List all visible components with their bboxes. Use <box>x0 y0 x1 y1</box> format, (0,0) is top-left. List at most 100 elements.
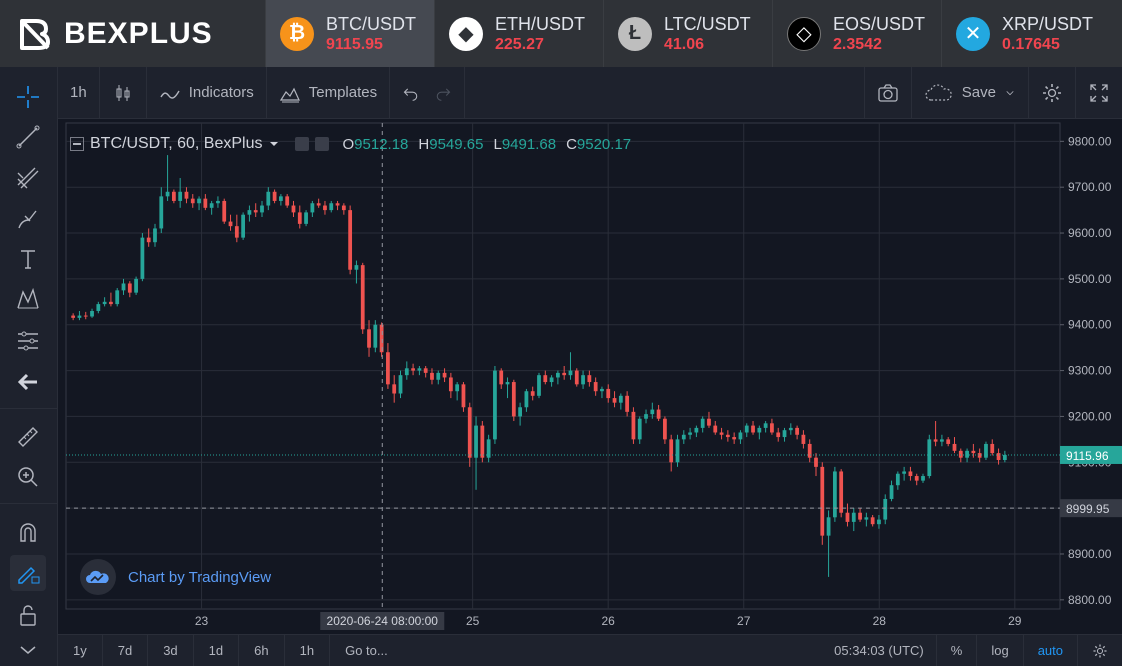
candle <box>367 320 371 357</box>
candle-body <box>197 198 201 204</box>
measure-tool[interactable] <box>10 419 46 455</box>
text-tool[interactable] <box>10 241 46 277</box>
timeframe-6h[interactable]: 6h <box>239 634 285 666</box>
ticker-eth-usdt[interactable]: ◆ ETH/USDT 225.27 <box>434 0 603 67</box>
magnet-tool[interactable] <box>10 514 46 550</box>
redo-icon[interactable] <box>434 84 452 102</box>
ripple-icon: ✕ <box>956 16 990 51</box>
brush-tool[interactable] <box>10 201 46 237</box>
candle-body <box>216 200 220 204</box>
undo-redo-group <box>390 66 466 119</box>
last-price-badge <box>1060 445 1122 464</box>
candle-body <box>323 205 327 211</box>
percent-scale-toggle[interactable]: % <box>937 634 978 666</box>
auto-scale-toggle[interactable]: auto <box>1024 634 1078 666</box>
candle <box>335 200 340 211</box>
high-label: H <box>418 135 430 153</box>
candle <box>637 416 642 444</box>
symbol-label[interactable]: BTC/USDT, 60, BexPlus <box>90 135 263 152</box>
candle <box>902 466 907 481</box>
candle <box>436 370 441 385</box>
candle <box>782 427 787 442</box>
fullscreen-button[interactable] <box>1076 67 1122 119</box>
candle-body <box>977 453 982 458</box>
candle-body <box>279 196 283 201</box>
legend-collapse-button[interactable] <box>70 137 84 151</box>
templates-button[interactable]: Templates <box>267 66 391 119</box>
candle <box>234 214 239 243</box>
ticker-xrp-usdt[interactable]: ✕ XRP/USDT 0.17645 <box>941 0 1110 67</box>
candle <box>398 370 403 399</box>
candle <box>411 363 415 376</box>
zoom-tool[interactable] <box>10 459 46 495</box>
scale-settings-button[interactable] <box>1078 635 1122 666</box>
candle-body <box>398 375 403 394</box>
candle-body <box>184 191 189 199</box>
candle-body <box>751 425 755 433</box>
undo-icon[interactable] <box>402 84 420 102</box>
symbol-settings-icon[interactable] <box>294 137 309 151</box>
screenshot-button[interactable] <box>863 66 912 119</box>
candle-body <box>618 395 623 403</box>
timeframe-7d[interactable]: 7d <box>103 634 149 666</box>
goto-date-button[interactable]: Go to... <box>330 635 403 666</box>
candle-body <box>247 210 252 215</box>
candle-body <box>990 443 995 454</box>
lock-drawings-tool[interactable] <box>10 597 46 633</box>
candle-body <box>694 427 699 433</box>
chart-type-button[interactable] <box>100 66 147 119</box>
candle <box>851 508 856 532</box>
ticker-price: 225.27 <box>495 35 544 53</box>
tradingview-watermark[interactable]: Chart by TradingView <box>80 559 271 595</box>
timeframe-1y[interactable]: 1y <box>58 634 103 666</box>
timezone-clock[interactable]: 05:34:03 (UTC) <box>822 634 937 666</box>
timeframe-1h[interactable]: 1h <box>285 634 331 666</box>
candle <box>770 418 774 435</box>
caret-down-icon[interactable] <box>269 139 279 149</box>
save-button[interactable]: Save <box>912 66 1029 119</box>
chart-toolbar-right: Save <box>863 66 1122 119</box>
timeframe-list: 1y 7d 3d 1d 6h 1h <box>58 634 331 666</box>
trendline-tool[interactable] <box>10 119 46 155</box>
toolbar-expand-button[interactable] <box>10 637 46 663</box>
templates-label: Templates <box>308 84 378 101</box>
stay-in-drawing-mode-tool[interactable] <box>10 555 46 591</box>
log-scale-toggle[interactable]: log <box>977 634 1024 666</box>
candle-body <box>165 191 170 197</box>
candle <box>562 366 567 380</box>
settings-button[interactable] <box>1029 66 1076 119</box>
candle-body <box>700 418 705 428</box>
open-label: O <box>342 135 355 153</box>
crosshair-tool[interactable] <box>10 79 46 115</box>
brand[interactable]: BEXPLUS <box>0 0 265 67</box>
indicators-button[interactable]: Indicators <box>147 66 267 119</box>
interval-label: 1h <box>70 84 87 101</box>
timeframe-1d[interactable]: 1d <box>194 634 240 666</box>
candlestick-chart[interactable]: 8800.008900.009000.009100.009200.009300.… <box>58 119 1122 634</box>
candle <box>593 377 598 396</box>
y-tick-label: 9500.00 <box>1068 272 1112 286</box>
timeframe-3d[interactable]: 3d <box>148 634 194 666</box>
ticker-price: 9115.95 <box>326 35 383 53</box>
indicators-label: Indicators <box>188 84 254 101</box>
candle <box>386 343 390 389</box>
last-price-label: 9115.96 <box>1066 449 1109 463</box>
auto-label: auto <box>1037 643 1063 658</box>
candle-body <box>644 414 648 419</box>
templates-icon <box>279 87 300 102</box>
ticker-eos-usdt[interactable]: ◇ EOS/USDT 2.3542 <box>772 0 941 67</box>
candle-body <box>171 191 176 201</box>
candle-body <box>474 425 478 458</box>
pattern-tool[interactable] <box>10 281 46 317</box>
chart-area[interactable]: 8800.008900.009000.009100.009200.009300.… <box>58 119 1122 634</box>
symbol-more-icon[interactable] <box>314 137 329 151</box>
interval-button[interactable]: 1h <box>58 66 100 119</box>
prediction-tool[interactable] <box>10 323 46 359</box>
ticker-btc-usdt[interactable]: ₿ BTC/USDT 9115.95 <box>265 0 434 67</box>
candle-body <box>738 432 743 440</box>
candle <box>341 203 346 215</box>
back-button[interactable] <box>10 364 46 400</box>
fib-tool[interactable] <box>10 160 46 196</box>
ticker-ltc-usdt[interactable]: Ł LTC/USDT 41.06 <box>603 0 772 67</box>
candle-body <box>537 375 541 396</box>
